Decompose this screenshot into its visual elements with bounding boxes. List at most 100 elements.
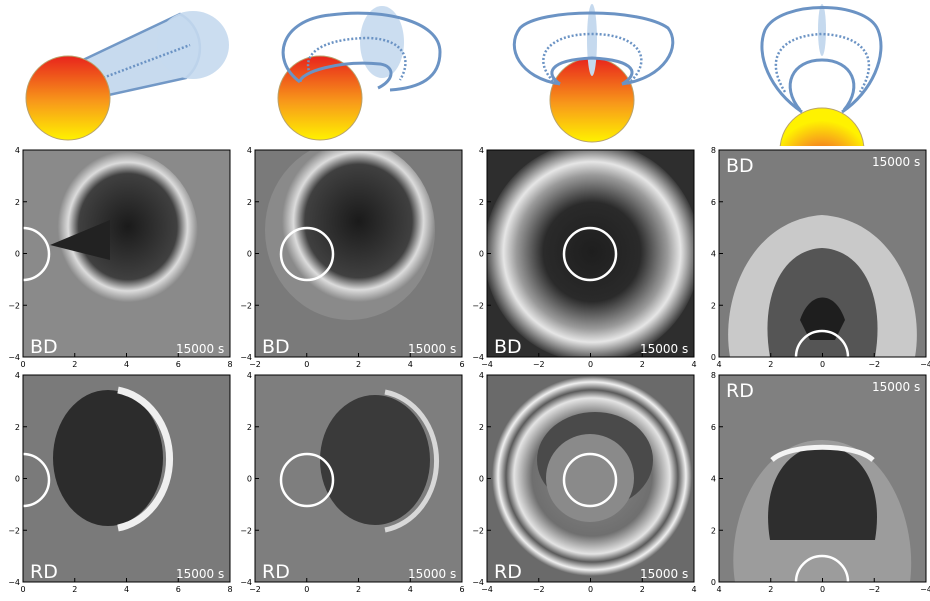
y-tick-label: −2 <box>8 301 20 310</box>
x-tick-label: −4 <box>481 360 493 369</box>
x-tick-label: 4 <box>691 585 696 594</box>
y-tick-label: 0 <box>711 578 716 587</box>
y-tick-label: 4 <box>247 146 252 155</box>
x-tick-label: 2 <box>72 360 77 369</box>
y-tick-label: 2 <box>479 423 484 432</box>
row1-label: BD <box>494 336 522 358</box>
x-tick-label: 4 <box>408 585 413 594</box>
x-tick-label: −4 <box>920 585 930 594</box>
y-tick-label: 4 <box>711 475 716 484</box>
row2-label: RD <box>30 561 58 583</box>
row1-time: 15000 s <box>640 342 688 356</box>
x-tick-label: 4 <box>408 360 413 369</box>
y-tick-label: 4 <box>479 371 484 380</box>
x-tick-label: 4 <box>691 360 696 369</box>
x-tick-label: −2 <box>249 360 261 369</box>
x-tick-label: 6 <box>176 360 181 369</box>
x-tick-label: 8 <box>227 585 232 594</box>
row2-label: RD <box>494 561 522 583</box>
row1-time: 15000 s <box>408 342 456 356</box>
y-tick-label: −2 <box>8 526 20 535</box>
y-tick-label: −4 <box>8 578 20 587</box>
x-tick-label: 0 <box>588 585 593 594</box>
y-tick-label: 4 <box>711 250 716 259</box>
schematic-4 <box>760 4 883 146</box>
x-tick-label: 4 <box>716 585 721 594</box>
row2-label: RD <box>726 380 754 402</box>
panel-rd-1 <box>23 375 230 582</box>
y-tick-label: 2 <box>247 423 252 432</box>
row1-time: 15000 s <box>176 342 224 356</box>
schematic-2 <box>277 6 442 141</box>
y-tick-label: 0 <box>247 475 252 484</box>
x-tick-label: −2 <box>533 360 545 369</box>
row1-time: 15000 s <box>872 155 920 169</box>
y-tick-label: 0 <box>479 475 484 484</box>
x-tick-label: −2 <box>868 585 880 594</box>
panel-bd-2 <box>255 150 462 357</box>
y-tick-label: 4 <box>479 146 484 155</box>
panel-bd-4 <box>719 150 926 357</box>
x-tick-label: 2 <box>640 585 645 594</box>
y-tick-label: −2 <box>240 301 252 310</box>
x-tick-label: 0 <box>20 360 25 369</box>
y-tick-label: −4 <box>8 353 20 362</box>
x-tick-label: 4 <box>124 585 129 594</box>
x-tick-label: −2 <box>868 360 880 369</box>
y-tick-label: 0 <box>15 250 20 259</box>
y-tick-label: 6 <box>711 198 716 207</box>
panel-bd-3 <box>487 150 694 357</box>
x-tick-label: 2 <box>768 360 773 369</box>
x-tick-label: 4 <box>716 360 721 369</box>
x-tick-label: 2 <box>356 360 361 369</box>
row2-time: 15000 s <box>176 567 224 581</box>
row1-label: BD <box>262 336 290 358</box>
x-tick-label: 6 <box>176 585 181 594</box>
x-tick-label: 2 <box>768 585 773 594</box>
y-tick-label: −4 <box>472 578 484 587</box>
y-tick-label: 8 <box>711 371 716 380</box>
y-tick-label: 0 <box>247 250 252 259</box>
y-tick-label: 2 <box>247 198 252 207</box>
y-tick-label: 2 <box>711 526 716 535</box>
row2-time: 15000 s <box>408 567 456 581</box>
y-tick-label: −4 <box>472 353 484 362</box>
y-tick-label: −2 <box>472 301 484 310</box>
x-tick-label: 0 <box>304 360 309 369</box>
y-tick-label: 4 <box>15 146 20 155</box>
row2-time: 15000 s <box>872 380 920 394</box>
y-tick-label: 2 <box>479 198 484 207</box>
y-tick-label: 2 <box>15 198 20 207</box>
x-tick-label: 6 <box>459 360 464 369</box>
y-tick-label: −4 <box>240 578 252 587</box>
panel-bd-1 <box>23 150 230 357</box>
x-tick-label: 2 <box>72 585 77 594</box>
x-tick-label: 6 <box>459 585 464 594</box>
panel-rd-2 <box>255 375 462 582</box>
schematic-1 <box>25 11 229 141</box>
row2-time: 15000 s <box>640 567 688 581</box>
x-tick-label: 2 <box>356 585 361 594</box>
y-tick-label: 0 <box>711 353 716 362</box>
x-tick-label: 2 <box>640 360 645 369</box>
y-tick-label: 2 <box>15 423 20 432</box>
y-tick-label: 0 <box>479 250 484 259</box>
row2-label: RD <box>262 561 290 583</box>
panel-rd-4 <box>719 375 926 582</box>
x-tick-label: 0 <box>820 360 825 369</box>
y-tick-label: 6 <box>711 423 716 432</box>
x-tick-label: −4 <box>920 360 930 369</box>
row1-label: BD <box>726 155 754 177</box>
y-tick-label: 8 <box>711 146 716 155</box>
x-tick-label: 0 <box>20 585 25 594</box>
x-tick-label: 0 <box>588 360 593 369</box>
row1-label: BD <box>30 336 58 358</box>
x-tick-label: 0 <box>820 585 825 594</box>
schematic-3 <box>512 4 675 143</box>
y-tick-label: −4 <box>240 353 252 362</box>
x-tick-label: −2 <box>249 585 261 594</box>
y-tick-label: 4 <box>15 371 20 380</box>
x-tick-label: −4 <box>481 585 493 594</box>
